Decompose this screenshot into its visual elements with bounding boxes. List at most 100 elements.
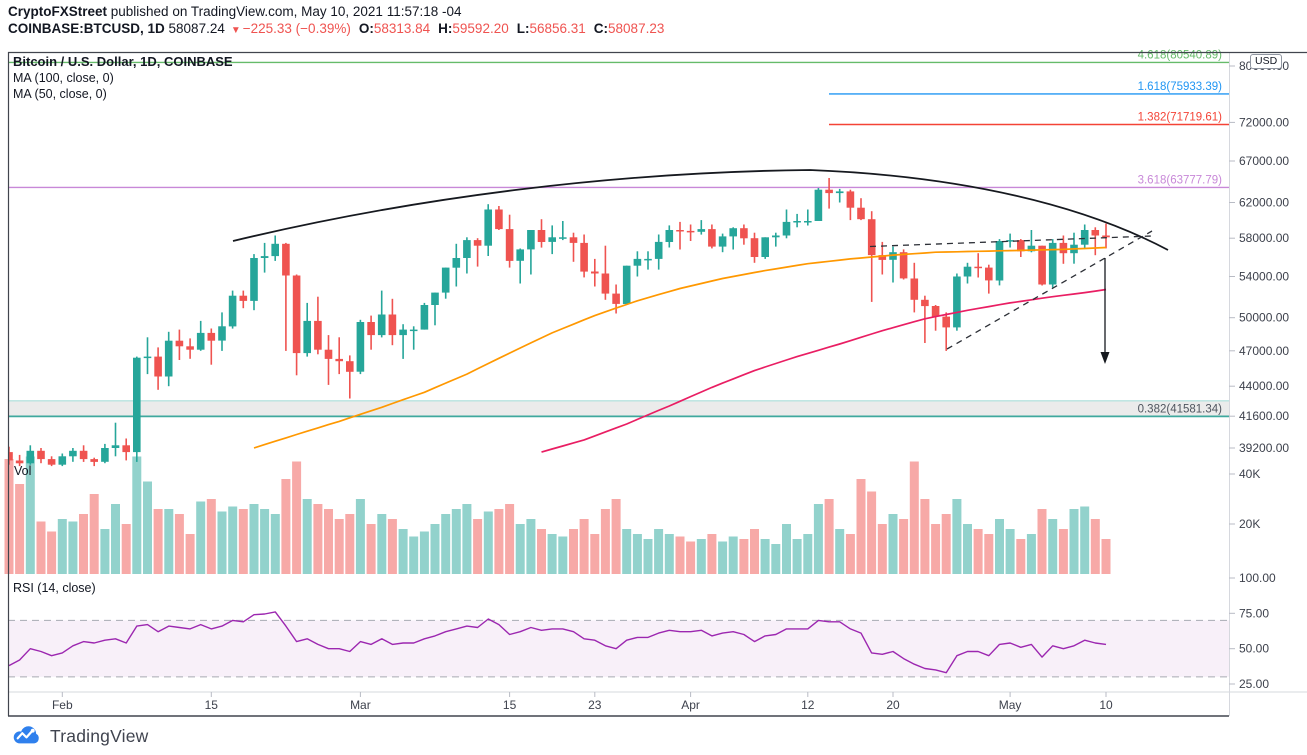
volume-bar: [313, 504, 323, 574]
candle: [441, 267, 450, 293]
volume-bar: [654, 529, 664, 574]
volume-bar: [1005, 529, 1015, 574]
svg-text:15: 15: [205, 698, 219, 712]
candle: [58, 456, 67, 465]
volume-bars: [4, 456, 1111, 574]
symbol-label: COINBASE:BTCUSD, 1D: [8, 21, 165, 36]
candle: [1048, 242, 1057, 285]
volume-bar: [952, 499, 962, 574]
fib-zone: [8, 400, 1229, 418]
volume-bar: [505, 504, 515, 574]
tradingview-logo[interactable]: TradingView: [10, 724, 149, 748]
candle: [282, 243, 290, 276]
candle: [420, 305, 429, 330]
candle: [1017, 240, 1025, 252]
candle: [601, 273, 610, 294]
high-value: 59592.20: [452, 21, 509, 36]
svg-text:50000.00: 50000.00: [1239, 311, 1289, 325]
volume-bar: [664, 534, 674, 574]
last-price: 58087.24: [168, 21, 225, 36]
candle: [335, 358, 343, 362]
volume-bar: [79, 514, 88, 574]
currency-usd-button[interactable]: USD: [1250, 54, 1283, 69]
time-scale[interactable]: Feb 15 Mar 15 23 Apr 12 20 May 10: [52, 692, 1113, 712]
volume-bar: [1080, 506, 1090, 574]
svg-text:62000.00: 62000.00: [1239, 196, 1289, 210]
candle: [654, 241, 663, 259]
candle: [37, 450, 45, 460]
quote-line: COINBASE:BTCUSD, 1D 58087.24 ▼ −225.33 (−0…: [8, 21, 664, 36]
volume-bar: [260, 509, 270, 574]
down-arrow: [1100, 258, 1110, 364]
candle: [846, 191, 855, 208]
svg-text:Feb: Feb: [52, 698, 73, 712]
candle: [857, 207, 865, 220]
svg-text:41600.00: 41600.00: [1239, 409, 1289, 423]
svg-text:10: 10: [1099, 698, 1113, 712]
candle: [367, 322, 375, 336]
candle: [175, 340, 184, 347]
candle: [154, 356, 162, 377]
candle: [388, 314, 397, 336]
candle: [271, 243, 279, 257]
volume-bar: [334, 519, 344, 574]
volume-bar: [281, 479, 291, 574]
volume-bar: [1058, 529, 1068, 574]
volume-bar: [1101, 539, 1111, 574]
volume-bar: [345, 514, 355, 574]
candle: [314, 320, 322, 350]
volume-bar: [1037, 509, 1047, 574]
down-triangle-icon: ▼: [230, 25, 241, 36]
volume-bar: [569, 529, 578, 574]
volume-bar: [579, 519, 589, 574]
candle: [740, 228, 748, 239]
candle: [761, 237, 769, 257]
low-value: 56856.31: [529, 21, 586, 36]
volume-bar: [600, 509, 610, 574]
candle: [90, 459, 98, 462]
candlesticks: [8, 178, 1110, 467]
candle: [260, 256, 269, 258]
candle: [1027, 245, 1036, 252]
candle: [782, 221, 791, 236]
candle: [580, 242, 588, 272]
fib-label: 1.382(71719.61): [1138, 112, 1223, 124]
candle: [793, 221, 801, 223]
svg-text:15: 15: [503, 698, 517, 712]
candle: [633, 258, 642, 266]
volume-bar: [238, 509, 248, 574]
brand-name: TradingView: [50, 725, 149, 746]
volume-bar: [718, 541, 728, 574]
candle: [101, 448, 109, 462]
volume-bar: [15, 484, 25, 574]
byline-author: CryptoFXStreet: [8, 4, 108, 19]
price-scale[interactable]: 80000.0072000.0067000.0062000.0058000.00…: [1229, 59, 1289, 691]
volume-bar: [941, 514, 951, 574]
candle: [644, 258, 652, 261]
candle: [1038, 245, 1046, 285]
volume-bar: [302, 499, 312, 574]
volume-bar: [164, 509, 174, 574]
candle: [505, 229, 514, 261]
volume-bar: [1048, 519, 1058, 574]
candle: [452, 258, 461, 268]
candle: [665, 230, 674, 242]
volume-bar: [1026, 534, 1036, 574]
price-change: −225.33 (−0.39%): [242, 21, 351, 36]
candle: [974, 266, 982, 269]
volume-bar: [515, 524, 525, 574]
candle: [133, 357, 141, 453]
candle: [527, 230, 535, 250]
candle: [750, 238, 759, 257]
open-label: O:: [358, 21, 374, 36]
volume-bar: [675, 536, 685, 574]
volume-bar: [707, 534, 717, 574]
volume-bar: [36, 521, 46, 574]
byline: CryptoFXStreet published on TradingView.…: [8, 4, 462, 19]
candle: [122, 445, 130, 453]
volume-bar: [792, 539, 802, 574]
volume-bar: [920, 499, 930, 574]
volume-bar: [590, 534, 600, 574]
svg-text:20K: 20K: [1239, 517, 1260, 531]
